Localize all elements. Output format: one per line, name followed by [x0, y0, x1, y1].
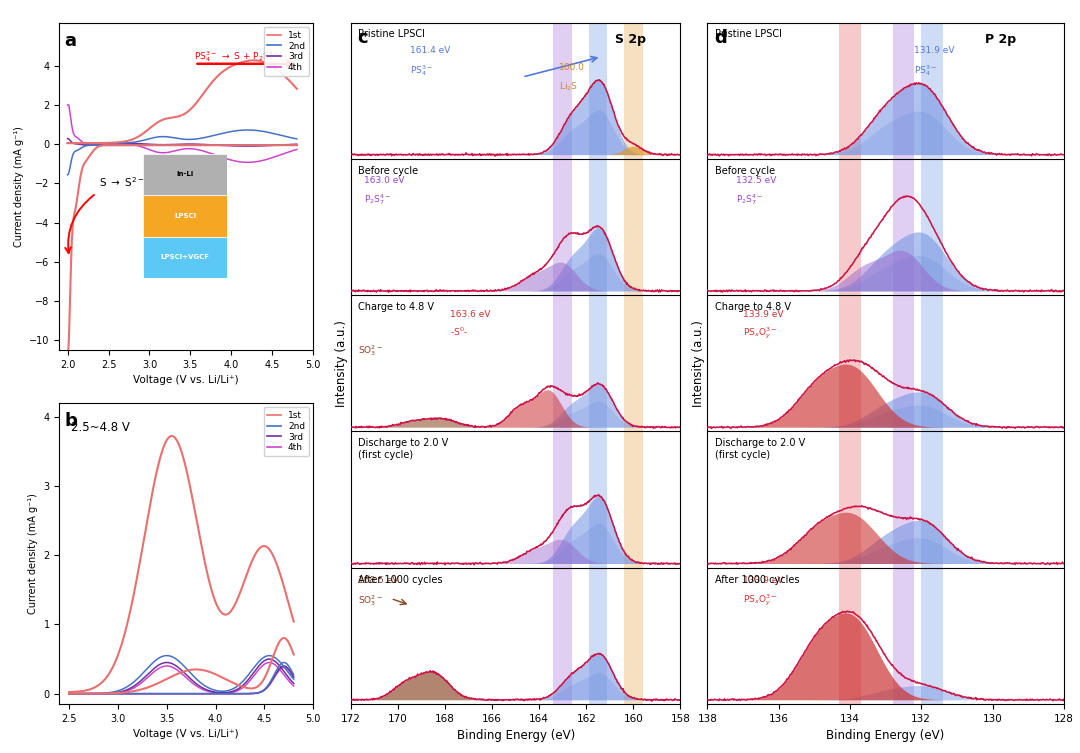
Bar [624, 23, 643, 704]
Text: PS$_x$O$_y^{3-}$: PS$_x$O$_y^{3-}$ [743, 593, 778, 608]
Bar [589, 23, 607, 704]
Text: c: c [357, 29, 368, 47]
Text: S $\rightarrow$ S$^{2-}$: S $\rightarrow$ S$^{2-}$ [98, 175, 145, 189]
Bar [839, 23, 861, 704]
Text: 132.5 eV: 132.5 eV [735, 176, 777, 185]
Text: SO$_3^{2-}$: SO$_3^{2-}$ [357, 343, 382, 358]
Text: PS$_4^{3-}$ $\rightarrow$ S + P$_2$S$_7^{4-}$: PS$_4^{3-}$ $\rightarrow$ S + P$_2$S$_7^… [194, 50, 281, 64]
X-axis label: Binding Energy (eV): Binding Energy (eV) [457, 730, 575, 742]
Text: S 2p: S 2p [615, 33, 646, 46]
Text: d: d [715, 29, 727, 47]
Y-axis label: Current density (mA g⁻¹): Current density (mA g⁻¹) [14, 126, 24, 247]
X-axis label: Voltage (V vs. Li/Li⁺): Voltage (V vs. Li/Li⁺) [134, 376, 239, 386]
Text: 133.9 eV: 133.9 eV [743, 576, 784, 585]
Text: b: b [65, 412, 78, 430]
Text: 160.0: 160.0 [558, 63, 584, 72]
Text: 161.4 eV: 161.4 eV [410, 47, 450, 56]
Text: P 2p: P 2p [985, 33, 1016, 46]
Bar [921, 23, 943, 704]
Text: 133.9 eV: 133.9 eV [743, 310, 784, 319]
Y-axis label: Current density (mA g⁻¹): Current density (mA g⁻¹) [28, 493, 38, 614]
Text: 2.5~4.8 V: 2.5~4.8 V [71, 421, 130, 434]
Y-axis label: Intensity (a.u.): Intensity (a.u.) [335, 320, 348, 407]
Text: P$_2$S$_7^{4-}$: P$_2$S$_7^{4-}$ [364, 191, 392, 206]
Legend: 1st, 2nd, 3rd, 4th: 1st, 2nd, 3rd, 4th [264, 27, 309, 76]
Text: SO$_3^{2-}$: SO$_3^{2-}$ [357, 593, 382, 608]
Text: PS$_4^{3-}$: PS$_4^{3-}$ [410, 63, 433, 78]
Text: Li$_2$S: Li$_2$S [558, 81, 578, 93]
Text: 163.6 eV: 163.6 eV [450, 310, 490, 319]
Text: 163.0 eV: 163.0 eV [364, 176, 405, 185]
Text: a: a [65, 32, 77, 50]
Text: 168.5 eV: 168.5 eV [357, 576, 399, 585]
Y-axis label: Intensity (a.u.): Intensity (a.u.) [691, 320, 704, 407]
Text: 131.9 eV: 131.9 eV [914, 47, 955, 56]
Legend: 1st, 2nd, 3rd, 4th: 1st, 2nd, 3rd, 4th [264, 407, 309, 456]
Text: PS$_x$O$_y^{3-}$: PS$_x$O$_y^{3-}$ [743, 325, 778, 340]
Text: P$_2$S$_7^{4-}$: P$_2$S$_7^{4-}$ [735, 191, 764, 206]
X-axis label: Binding Energy (eV): Binding Energy (eV) [826, 730, 945, 742]
Bar [893, 23, 914, 704]
X-axis label: Voltage (V vs. Li/Li⁺): Voltage (V vs. Li/Li⁺) [134, 730, 239, 739]
Text: -S$^0$-: -S$^0$- [450, 325, 468, 337]
Bar [553, 23, 572, 704]
Text: PS$_4^{3-}$: PS$_4^{3-}$ [914, 63, 937, 78]
